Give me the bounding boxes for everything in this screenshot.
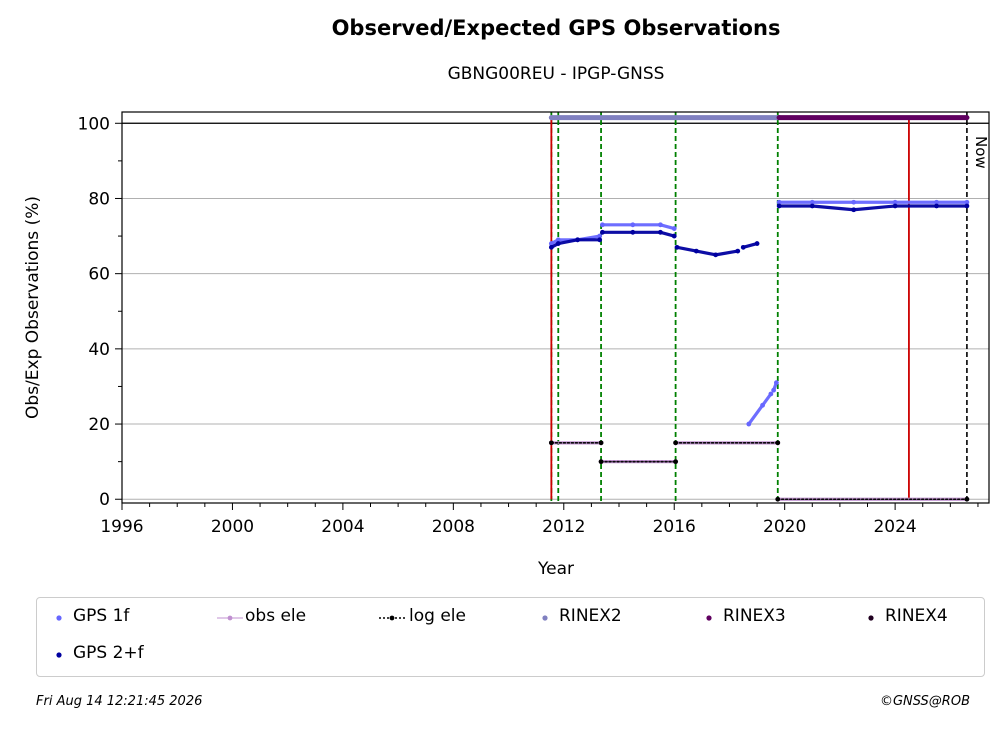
data-point-rinex2 [548, 115, 554, 121]
series-line-gps-1f [747, 392, 773, 426]
data-point-gps-1f [671, 226, 677, 231]
legend-label: RINEX2 [559, 606, 622, 626]
data-point-log-ele [775, 440, 781, 446]
data-point-gps-2-f [809, 203, 815, 209]
data-point-gps-2-f [964, 203, 970, 209]
data-point-gps-2-f [735, 248, 741, 254]
chart-title: Observed/Expected GPS Observations [331, 16, 781, 40]
axes-layer: 1996 2000 2004 2008 2012 2016 2020 2024 0 20 40 60 8… [78, 111, 990, 537]
data-point-gps-2-f [630, 229, 636, 235]
series-line-gps-2-f [600, 230, 676, 238]
legend-label: RINEX3 [723, 606, 786, 626]
data-point-gps-1f [964, 199, 970, 205]
data-point-gps-1f [892, 199, 898, 205]
data-point-log-ele [598, 459, 604, 465]
data-point-gps-2-f [892, 203, 898, 209]
y-tick-label: 60 [88, 265, 110, 285]
data-point-gps-1f [555, 237, 561, 243]
data-point-gps-1f [934, 199, 939, 205]
legend-label: GPS 2+f [73, 643, 144, 663]
plot-frame [121, 111, 990, 504]
plot-area: 1996 2000 2004 2008 2012 2016 2020 2024 0 20 40 60 8… [23, 111, 990, 579]
x-tick-label: 1996 [100, 517, 143, 537]
legend-label: RINEX4 [885, 606, 948, 626]
x-tick-label: 2012 [542, 517, 585, 537]
data-point-gps-2-f [555, 241, 561, 246]
legend-label: obs ele [245, 606, 307, 626]
series-line-gps-2-f [549, 238, 602, 249]
data-point-gps-2-f [740, 244, 746, 250]
data-point-gps-2-f [934, 203, 939, 209]
data-point-gps-2-f [693, 248, 699, 254]
data-point-gps-1f [776, 199, 782, 205]
data-point-gps-1f [760, 402, 765, 408]
data-point-gps-2-f [671, 233, 677, 239]
data-point-rinex3 [776, 115, 782, 121]
data-point-gps-2-f [674, 244, 680, 250]
y-axis-label: Obs/Exp Observations (%) [23, 196, 43, 419]
data-point-log-ele [673, 459, 679, 465]
x-tick-label: 2020 [763, 517, 806, 537]
data-point-log-ele [964, 496, 970, 502]
data-point-log-ele [598, 440, 604, 446]
y-tick-label: 100 [78, 114, 110, 134]
chart-subtitle: GBNG00REU - IPGP-GNSS [447, 64, 665, 84]
vertical-lines-layer [550, 112, 968, 503]
data-point-gps-1f [771, 387, 777, 393]
x-tick-label: 2024 [873, 517, 916, 537]
data-point-log-ele [775, 496, 781, 502]
data-point-gps-1f [548, 241, 554, 246]
y-tick-label: 20 [88, 415, 110, 435]
series-line-gps-1f [600, 223, 676, 231]
x-tick-label: 2000 [211, 517, 254, 537]
data-point-gps-2-f [713, 252, 719, 258]
series-line-gps-1f [549, 234, 602, 246]
data-point-gps-1f [768, 391, 774, 397]
data-point-gps-2-f [658, 229, 663, 235]
now-label: Now [972, 136, 990, 169]
data-point-gps-2-f [754, 241, 760, 246]
legend: GPS 1f obs ele log ele RINEX2 RINEX3 RIN… [36, 597, 985, 677]
data-point-gps-2-f [776, 203, 782, 209]
data-point-gps-1f [600, 222, 605, 228]
data-point-gps-1f [746, 421, 752, 427]
data-point-gps-1f [597, 233, 603, 239]
legend-label: GPS 1f [73, 606, 130, 626]
footer-timestamp: Fri Aug 14 12:21:45 2026 [36, 694, 203, 709]
x-tick-label: 2016 [653, 517, 696, 537]
data-point-log-ele [548, 440, 554, 446]
data-point-gps-2-f [548, 244, 554, 250]
x-tick-label: 2008 [432, 517, 475, 537]
y-tick-label: 40 [88, 340, 110, 360]
series-layer [548, 115, 970, 502]
data-point-gps-2-f [575, 237, 580, 243]
data-point-gps-1f [809, 199, 815, 205]
data-point-rinex3 [964, 115, 970, 121]
data-point-gps-1f [773, 380, 779, 386]
data-point-gps-1f [658, 222, 663, 228]
y-tick-label: 80 [88, 189, 110, 209]
legend-label: log ele [409, 606, 466, 626]
data-point-gps-2-f [597, 237, 603, 243]
y-tick-label: 0 [99, 490, 110, 510]
x-axis-label: Year [537, 559, 574, 579]
data-point-gps-2-f [600, 229, 605, 235]
x-tick-label: 2004 [321, 517, 364, 537]
series-line-gps-2-f [777, 204, 969, 212]
series-line-gps-2-f [675, 245, 740, 257]
footer-credit: ©GNSS@ROB [879, 694, 970, 709]
data-point-gps-2-f [851, 207, 857, 213]
data-point-gps-1f [630, 222, 636, 228]
data-point-gps-1f [851, 199, 857, 205]
data-point-log-ele [673, 440, 679, 446]
